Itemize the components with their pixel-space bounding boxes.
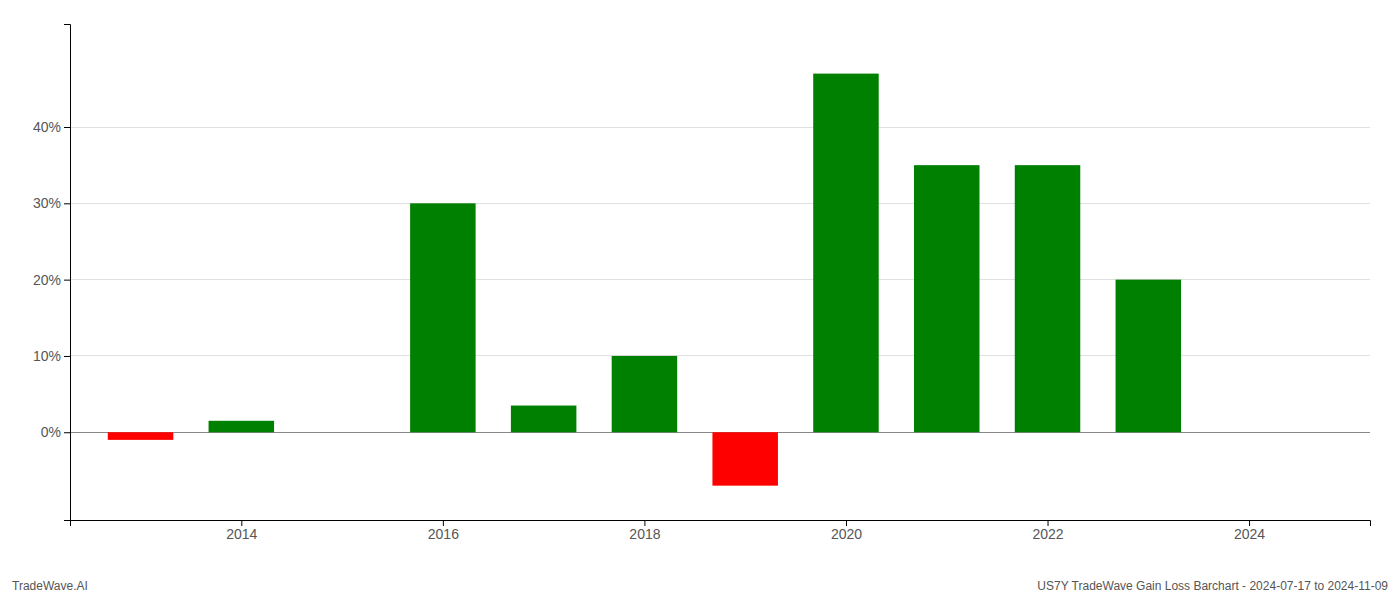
tick-label: 10% xyxy=(33,348,61,364)
axis-line xyxy=(71,521,1371,527)
y-axis: 0% 10% 20% 30% 40% xyxy=(33,25,71,521)
plot-area: 2014 2016 2018 2020 2022 2024 0% 10% 20% 30% 40% xyxy=(33,25,1371,542)
x-axis: 2014 2016 2018 2020 2022 2024 xyxy=(71,520,1371,542)
grid-line xyxy=(70,203,1370,204)
bar xyxy=(1116,280,1182,433)
tick-label: 2018 xyxy=(629,526,660,542)
footer-text: TradeWave.AI xyxy=(12,579,88,593)
tick: 40% xyxy=(33,119,70,135)
tick-label: 40% xyxy=(33,119,61,135)
tick-label: 2024 xyxy=(1234,526,1265,542)
tick: 2024 xyxy=(1234,520,1265,542)
tick: 2018 xyxy=(629,520,660,542)
bar xyxy=(612,356,678,432)
tick-mark xyxy=(64,280,70,281)
bars xyxy=(108,74,1181,486)
tick-label: 2014 xyxy=(226,526,257,542)
bar xyxy=(209,421,275,432)
axis-line xyxy=(64,25,71,521)
tick: 2020 xyxy=(831,520,862,542)
tick-label: 2022 xyxy=(1032,526,1063,542)
tick: 2016 xyxy=(428,520,459,542)
bar xyxy=(108,432,174,440)
tick-label: 30% xyxy=(33,195,61,211)
chart-svg: 2014 2016 2018 2020 2022 2024 0% 10% 20% 30% 40% Tr… xyxy=(0,0,1400,600)
bar xyxy=(914,165,980,432)
tick: 10% xyxy=(33,348,70,364)
bar xyxy=(1015,165,1081,432)
tick-label: 20% xyxy=(33,272,61,288)
tick-mark xyxy=(64,356,70,357)
bar xyxy=(410,203,476,432)
tick-mark xyxy=(64,127,70,128)
tick-label: 0% xyxy=(41,424,61,440)
tick-mark xyxy=(64,203,70,204)
grid xyxy=(70,127,1370,432)
footer-text: US7Y TradeWave Gain Loss Barchart - 2024… xyxy=(1037,579,1388,593)
tick-label: 2020 xyxy=(831,526,862,542)
tick-mark xyxy=(64,432,70,433)
bar xyxy=(712,432,778,485)
grid-line xyxy=(70,127,1370,128)
chart-container: 2014 2016 2018 2020 2022 2024 0% 10% 20% 30% 40% Tr… xyxy=(0,0,1400,600)
tick: 2014 xyxy=(226,520,257,542)
bar xyxy=(813,74,879,433)
tick-label: 2016 xyxy=(428,526,459,542)
tick: 2022 xyxy=(1032,520,1063,542)
tick: 30% xyxy=(33,195,70,211)
tick: 20% xyxy=(33,272,70,288)
tick: 0% xyxy=(41,424,70,440)
bar xyxy=(511,406,577,433)
